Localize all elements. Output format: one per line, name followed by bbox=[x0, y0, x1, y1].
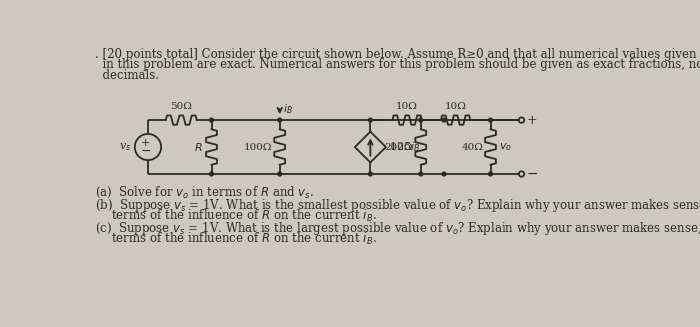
Text: 10Ω: 10Ω bbox=[444, 102, 467, 111]
Text: terms of the influence of $R$ on the current $i_B$.: terms of the influence of $R$ on the cur… bbox=[111, 231, 377, 247]
Circle shape bbox=[368, 118, 372, 122]
Text: decimals.: decimals. bbox=[95, 69, 160, 82]
Text: +: + bbox=[141, 138, 150, 148]
Circle shape bbox=[442, 172, 446, 176]
Text: (c)  Suppose $v_s$ = 1V. What is the largest possible value of $v_o$? Explain wh: (c) Suppose $v_s$ = 1V. What is the larg… bbox=[95, 220, 700, 237]
Circle shape bbox=[419, 172, 423, 176]
Text: 50Ω: 50Ω bbox=[170, 102, 192, 111]
Text: −: − bbox=[527, 167, 538, 181]
Circle shape bbox=[489, 172, 492, 176]
Text: $v_o$: $v_o$ bbox=[499, 141, 512, 153]
Text: −: − bbox=[141, 145, 151, 158]
Text: 200Ω: 200Ω bbox=[384, 143, 413, 151]
Text: 40Ω: 40Ω bbox=[462, 143, 484, 151]
Circle shape bbox=[419, 118, 423, 122]
Circle shape bbox=[135, 134, 161, 160]
Text: 10Ω: 10Ω bbox=[396, 102, 418, 111]
Text: in this problem are exact. Numerical answers for this problem should be given as: in this problem are exact. Numerical ans… bbox=[95, 59, 700, 72]
Text: $i_B$: $i_B$ bbox=[283, 102, 293, 116]
Text: 100Ω: 100Ω bbox=[244, 143, 272, 151]
Text: 125$i_B$: 125$i_B$ bbox=[389, 140, 420, 154]
Text: +: + bbox=[527, 113, 538, 127]
Text: terms of the influence of $R$ on the current $i_B$.: terms of the influence of $R$ on the cur… bbox=[111, 208, 377, 224]
Circle shape bbox=[209, 172, 214, 176]
Circle shape bbox=[519, 117, 524, 123]
Text: (a)  Solve for $v_o$ in terms of $R$ and $v_s$.: (a) Solve for $v_o$ in terms of $R$ and … bbox=[95, 185, 314, 200]
Circle shape bbox=[368, 172, 372, 176]
Text: (b)  Suppose $v_s$ = 1V. What is the smallest possible value of $v_o$? Explain w: (b) Suppose $v_s$ = 1V. What is the smal… bbox=[95, 197, 700, 214]
Circle shape bbox=[278, 172, 281, 176]
Circle shape bbox=[209, 118, 214, 122]
Text: v$_s$: v$_s$ bbox=[118, 141, 131, 153]
Text: $R$: $R$ bbox=[195, 141, 203, 153]
Circle shape bbox=[519, 171, 524, 177]
Circle shape bbox=[278, 118, 281, 122]
Circle shape bbox=[442, 118, 446, 122]
Text: . [20 points total] Consider the circuit shown below. Assume R≥0 and that all nu: . [20 points total] Consider the circuit… bbox=[95, 48, 696, 61]
Circle shape bbox=[489, 118, 492, 122]
